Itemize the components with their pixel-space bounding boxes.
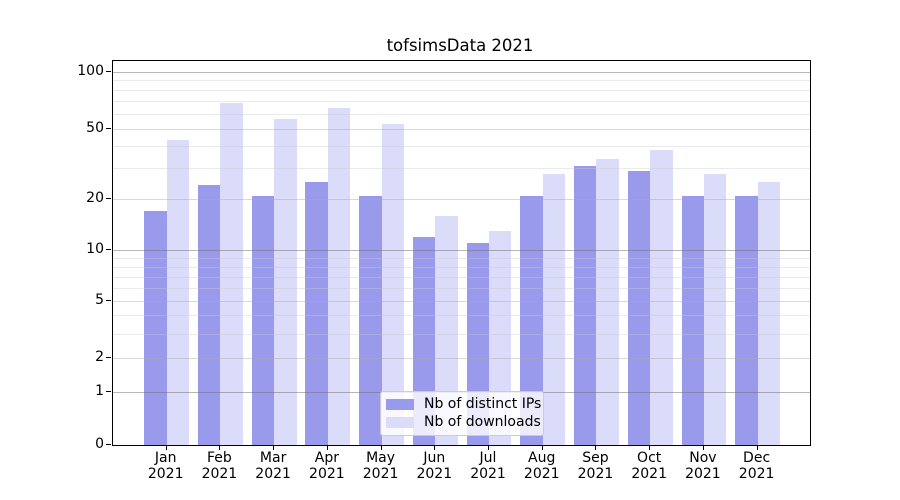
bar-distinct-ips-jan <box>144 211 167 445</box>
x-axis-tick-label-mar: Mar 2021 <box>255 450 291 482</box>
legend-item-distinct-ips: Nb of distinct IPs <box>386 397 543 412</box>
chart-title: tofsimsData 2021 <box>386 36 534 55</box>
x-axis-tick-may <box>380 445 382 450</box>
bar-downloads-apr <box>327 108 351 445</box>
bar-distinct-ips-sep <box>574 165 597 445</box>
gridline-y-40 <box>113 145 810 147</box>
gridline-y-80 <box>113 89 810 91</box>
x-axis-tick-feb <box>219 445 221 450</box>
bar-downloads-mar <box>274 119 297 445</box>
bar-distinct-ips-nov <box>681 195 704 445</box>
x-axis-tick-aug <box>541 445 543 450</box>
y-axis-tick-label-100: 100 <box>77 62 104 79</box>
bar-downloads-feb <box>220 103 243 445</box>
x-axis-tick-label-apr: Apr 2021 <box>309 450 345 482</box>
x-axis-tick-mar <box>273 445 275 450</box>
x-axis-tick-nov <box>702 445 704 450</box>
bar-distinct-ips-apr <box>305 182 328 445</box>
gridline-y-100 <box>113 71 810 73</box>
gridline-y-5 <box>113 300 810 302</box>
x-axis-tick-label-jun: Jun 2021 <box>416 450 453 482</box>
y-axis-tick-50 <box>106 127 111 129</box>
bar-downloads-dec <box>757 182 780 445</box>
x-axis-tick-dec <box>756 445 758 450</box>
bar-downloads-jun <box>435 215 458 445</box>
x-axis-tick-label-nov: Nov 2021 <box>685 450 721 482</box>
gridline-y-70 <box>113 100 810 102</box>
gridline-y-20 <box>113 199 810 201</box>
gridline-y-2 <box>113 357 810 359</box>
y-axis-tick-2 <box>106 356 111 358</box>
x-axis-tick-label-aug: Aug 2021 <box>523 450 560 482</box>
gridline-y-8 <box>113 266 810 268</box>
gridline-y-90 <box>113 80 810 82</box>
y-axis-tick-5 <box>106 299 111 301</box>
y-axis-tick-label-1: 1 <box>95 382 104 399</box>
gridline-y-4 <box>113 315 810 317</box>
bar-distinct-ips-mar <box>251 195 275 445</box>
x-axis-tick-sep <box>595 445 597 450</box>
x-axis-tick-oct <box>649 445 651 450</box>
y-axis-tick-10 <box>106 249 111 250</box>
x-axis-tick-label-jan: Jan 2021 <box>147 450 184 482</box>
x-axis-tick-jun <box>434 445 436 450</box>
legend-swatch-distinct-ips <box>386 399 414 410</box>
gridline-y-7 <box>113 276 810 278</box>
legend-swatch-downloads <box>386 417 414 428</box>
y-axis-tick-0 <box>106 444 111 445</box>
bar-downloads-aug <box>542 173 566 445</box>
y-axis-tick-label-10: 10 <box>86 241 104 257</box>
bar-distinct-ips-dec <box>735 195 758 445</box>
y-axis-tick-label-2: 2 <box>95 348 104 365</box>
legend: Nb of distinct IPs Nb of downloads <box>380 391 544 436</box>
x-axis-tick-label-sep: Sep 2021 <box>577 450 614 482</box>
bar-downloads-may <box>381 123 404 445</box>
gridline-y-3 <box>113 333 810 335</box>
x-axis-tick-label-feb: Feb 2021 <box>201 450 238 482</box>
bar-distinct-ips-may <box>359 195 382 445</box>
y-axis-tick-100 <box>106 70 111 72</box>
bar-distinct-ips-oct <box>627 170 651 445</box>
x-axis-tick-jul <box>488 445 490 450</box>
legend-item-downloads: Nb of downloads <box>386 415 543 430</box>
y-axis-tick-label-20: 20 <box>86 190 104 207</box>
x-axis-tick-label-may: May 2021 <box>362 450 399 482</box>
x-axis-tick-label-dec: Dec 2021 <box>738 450 775 482</box>
gridline-y-10 <box>113 250 810 251</box>
y-axis-tick-20 <box>106 198 111 200</box>
legend-label-distinct-ips: Nb of distinct IPs <box>424 396 542 412</box>
bar-downloads-sep <box>596 158 619 445</box>
bar-downloads-jan <box>166 140 190 445</box>
y-axis-tick-label-0: 0 <box>95 436 104 452</box>
gridline-y-60 <box>113 113 810 115</box>
y-axis-tick-1 <box>106 390 111 392</box>
x-axis-tick-label-oct: Oct 2021 <box>631 450 667 482</box>
plot-area <box>112 60 811 446</box>
bar-distinct-ips-aug <box>520 195 543 445</box>
bar-downloads-nov <box>703 173 727 445</box>
gridline-y-30 <box>113 168 810 170</box>
bar-downloads-oct <box>650 149 673 445</box>
legend-label-downloads: Nb of downloads <box>424 414 541 430</box>
gridline-y-50 <box>113 128 810 130</box>
gridline-y-9 <box>113 257 810 259</box>
gridline-y-6 <box>113 287 810 289</box>
x-axis-tick-jan <box>165 445 167 450</box>
x-axis-tick-apr <box>326 445 328 450</box>
y-axis-tick-label-5: 5 <box>95 291 104 308</box>
x-axis-tick-label-jul: Jul 2021 <box>470 450 506 482</box>
y-axis-tick-label-50: 50 <box>86 119 104 136</box>
